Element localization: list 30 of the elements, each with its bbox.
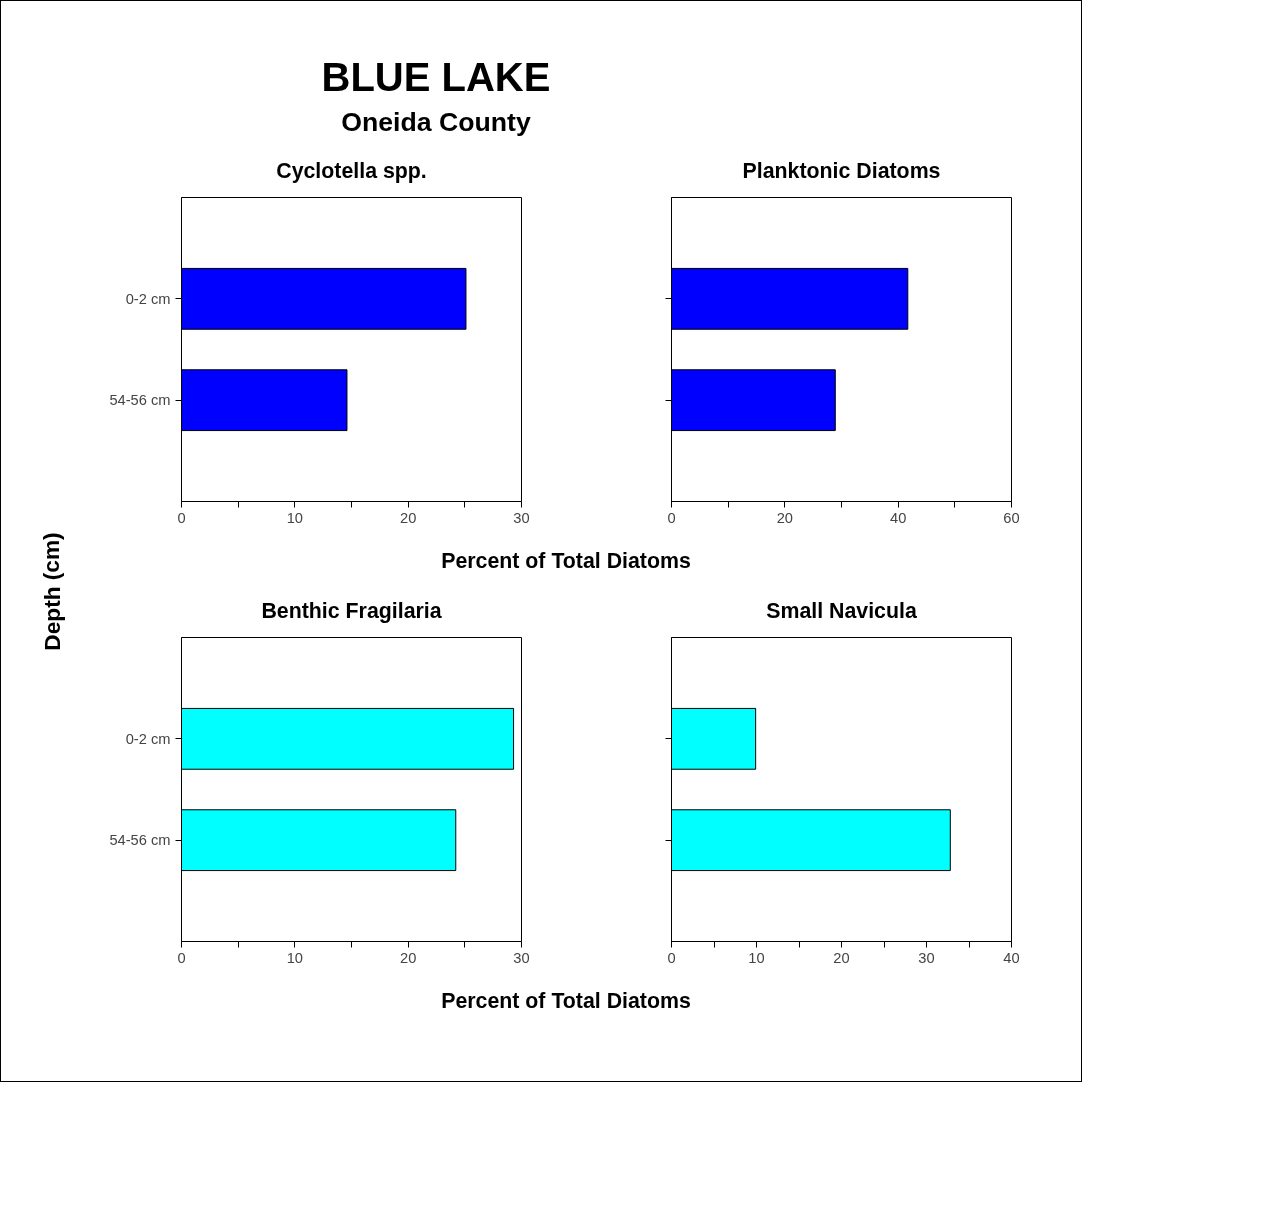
x-tick-label: 0 [177, 509, 186, 526]
x-axis-title: Percent of Total Diatoms [441, 988, 691, 1016]
x-tick-label: 30 [513, 949, 530, 966]
x-tick-label: 30 [513, 509, 530, 526]
x-tick-label: 0 [667, 949, 676, 966]
x-tick-label: 30 [918, 949, 935, 966]
x-tick-label: 20 [400, 949, 417, 966]
chart-title: Small Navicula [766, 598, 917, 623]
x-axis-title: Percent of Total Diatoms [441, 548, 691, 575]
x-tick-label: 40 [1003, 949, 1020, 966]
chart-title: Benthic Fragilaria [261, 598, 442, 623]
y-tick-label: 0-2 cm [125, 731, 171, 748]
y-tick-label: 54-56 cm [109, 832, 171, 849]
x-tick-label: 20 [833, 949, 850, 966]
x-tick-label: 20 [776, 509, 793, 526]
text: Oneida County [341, 107, 531, 137]
x-tick-label: 10 [286, 509, 303, 526]
x-tick-label: 10 [748, 949, 765, 966]
x-tick-label: 60 [1003, 509, 1020, 526]
y-tick-label: 0-2 cm [125, 290, 171, 307]
chart-title: Cyclotella spp. [276, 158, 427, 183]
x-tick-label: 0 [667, 509, 676, 526]
x-tick-label: 10 [286, 949, 303, 966]
x-tick-label: 0 [177, 949, 186, 966]
x-tick-label: 40 [890, 509, 907, 526]
text: BLUE LAKE [321, 55, 551, 99]
x-tick-label: 20 [400, 509, 417, 526]
chart-title: Planktonic Diatoms [742, 158, 941, 183]
y-tick-label: 54-56 cm [109, 392, 171, 409]
y-axis-title: Depth (cm) [38, 532, 65, 651]
